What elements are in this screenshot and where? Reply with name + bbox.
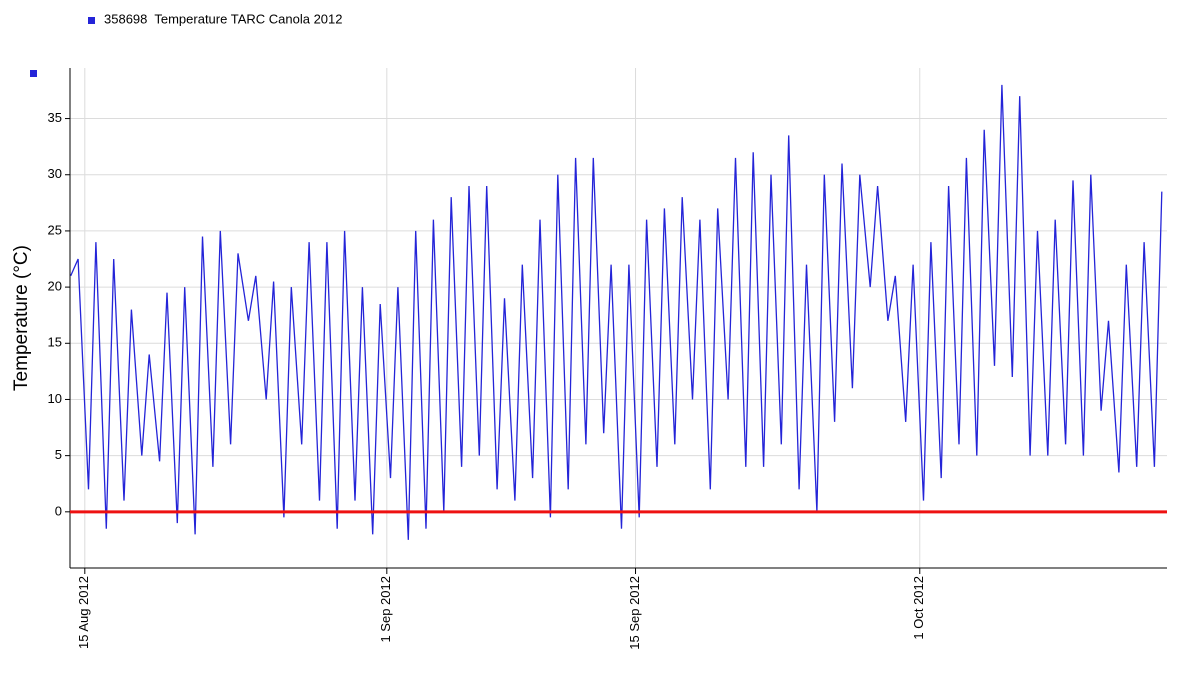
x-tick-label: 15 Aug 2012 (76, 576, 91, 649)
x-tick-label: 1 Sep 2012 (378, 576, 393, 643)
y-tick-label: 25 (48, 222, 62, 237)
y-tick-label: 5 (55, 447, 62, 462)
legend-swatch (88, 17, 95, 24)
legend-label: 358698 Temperature TARC Canola 2012 (104, 11, 343, 26)
y-tick-label: 20 (48, 279, 62, 294)
y-tick-label: 15 (48, 335, 62, 350)
y-tick-label: 30 (48, 166, 62, 181)
corner-marker (30, 70, 37, 77)
series-line (70, 84, 1163, 540)
y-tick-label: 10 (48, 391, 62, 406)
y-tick-label: 35 (48, 110, 62, 125)
y-tick-label: 0 (55, 503, 62, 518)
x-tick-label: 15 Sep 2012 (627, 576, 642, 650)
x-tick-label: 1 Oct 2012 (911, 576, 926, 640)
y-axis-label: Temperature (°C) (11, 245, 32, 391)
